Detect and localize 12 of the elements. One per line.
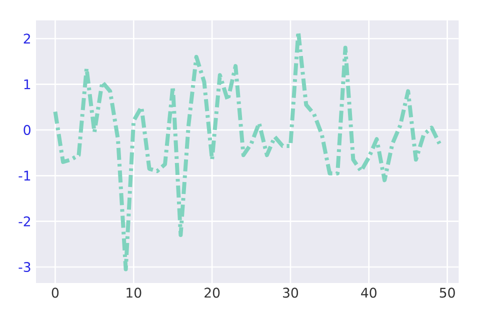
x-tick-label: 0 [52, 288, 59, 298]
y-tick-label: 1 [24, 79, 30, 90]
x-tick-label: 10 [126, 288, 142, 298]
y-tick-label: -3 [18, 262, 30, 272]
y-tick-label: -2 [18, 216, 30, 226]
x-tick-label: 50 [440, 288, 455, 298]
y-tick-label: -1 [18, 170, 30, 180]
x-tick-label: 20 [204, 288, 220, 298]
x-tick-label: 30 [283, 288, 298, 298]
y-tick-label: 2 [24, 34, 30, 44]
y-tick-label: 0 [24, 124, 30, 135]
x-tick-label: 40 [361, 288, 376, 298]
